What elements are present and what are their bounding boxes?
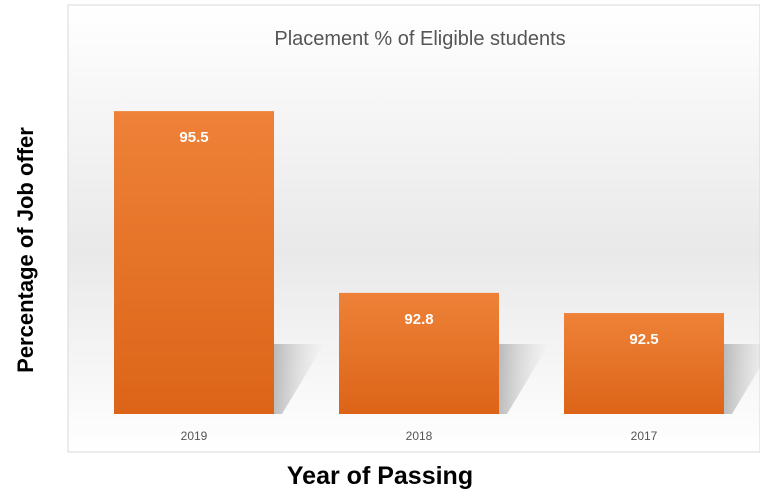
data-labels: 95.5 92.8 92.5 xyxy=(179,129,658,348)
bar-chart: Placement % of Eligible students 95.5 92.… xyxy=(67,4,760,453)
x-tick-2018: 2018 xyxy=(406,429,433,443)
bar-2017 xyxy=(564,313,724,414)
bar-2019 xyxy=(114,111,274,414)
x-axis-label: Year of Passing xyxy=(286,462,474,490)
data-label-2017: 92.5 xyxy=(629,331,658,348)
data-label-2019: 95.5 xyxy=(179,129,208,146)
x-tick-2017: 2017 xyxy=(631,429,658,443)
bar-shadow-2017 xyxy=(724,344,760,414)
data-label-2018: 92.8 xyxy=(404,311,433,328)
bar-shadow-2018 xyxy=(499,344,549,414)
x-tick-labels: 2019 2018 2017 xyxy=(181,429,658,443)
bar-shadows xyxy=(274,344,760,414)
x-tick-2019: 2019 xyxy=(181,429,208,443)
bar-shadow-2019 xyxy=(274,344,324,414)
chart-title: Placement % of Eligible students xyxy=(274,28,565,50)
bars xyxy=(114,111,724,414)
bar-2018 xyxy=(339,292,499,414)
